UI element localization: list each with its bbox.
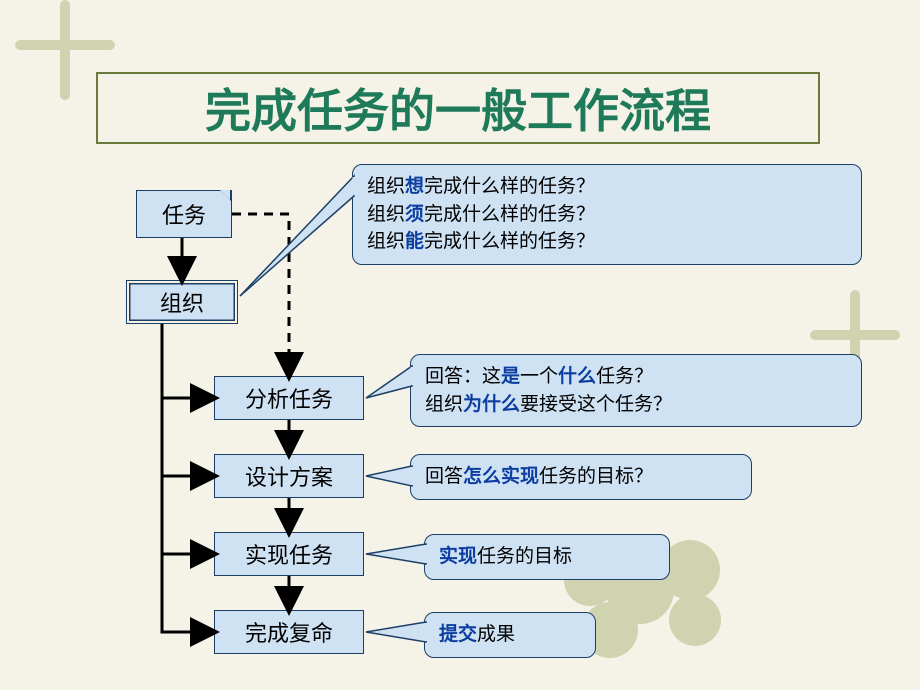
callout-text: 须 (405, 204, 424, 225)
bg-decor-flower (520, 500, 780, 690)
callout-text: 任务的目标 (477, 546, 572, 567)
callout-text: 为什么 (463, 394, 520, 415)
callout-line: 组织须完成什么样的任务？ (367, 201, 847, 229)
callout-text: 组织 (367, 204, 405, 225)
arrow-solid (162, 398, 214, 476)
callout-text: 成果 (477, 624, 515, 645)
callout-c_design: 回答怎么实现任务的目标？ (410, 454, 752, 500)
callout-text: 任务的目标？ (539, 466, 653, 487)
callout-text: 实现 (439, 546, 477, 567)
callout-text: 要接受这个任务？ (520, 394, 672, 415)
node-label: 任务 (162, 198, 206, 230)
node-org: 组织 (126, 280, 238, 324)
callout-text: 组织 (425, 394, 463, 415)
node-label: 组织 (160, 286, 204, 318)
callout-line: 组织能完成什么样的任务？ (367, 228, 847, 256)
callout-text: 回答 (425, 466, 463, 487)
callout-tail-icon (366, 544, 426, 564)
callout-text: 完成什么样的任务？ (424, 176, 595, 197)
callout-tail-icon (366, 366, 412, 398)
node-design: 设计方案 (214, 454, 364, 498)
callout-tail-icon (366, 622, 426, 642)
callout-line: 组织想完成什么样的任务？ (367, 173, 847, 201)
node-label: 完成复命 (245, 616, 333, 648)
slide-title: 完成任务的一般工作流程 (96, 72, 820, 144)
callout-c_analyze: 回答：这是一个什么任务？组织为什么要接受这个任务？ (410, 354, 862, 427)
callout-text: 完成什么样的任务？ (424, 204, 595, 225)
callout-text: 提交 (439, 624, 477, 645)
callout-text: 是 (501, 366, 520, 387)
callout-text: 完成什么样的任务？ (424, 231, 595, 252)
folded-corner-icon (220, 190, 232, 202)
callout-text: 能 (405, 231, 424, 252)
arrow-dashed (232, 214, 289, 376)
callout-tail-icon (366, 466, 412, 486)
arrow-solid (162, 554, 214, 632)
callout-text: 怎么实现 (463, 466, 539, 487)
node-label: 设计方案 (245, 460, 333, 492)
callout-tail-icon (240, 176, 354, 296)
callout-line: 回答怎么实现任务的目标？ (425, 463, 737, 491)
arrow-solid (162, 324, 214, 398)
node-task: 任务 (136, 190, 232, 238)
callout-text: 什么 (558, 366, 596, 387)
callout-text: 回答：这 (425, 366, 501, 387)
node-label: 分析任务 (245, 382, 333, 414)
callout-text: 想 (405, 176, 424, 197)
callout-c_report: 提交成果 (424, 612, 596, 658)
callout-text: 任务？ (596, 366, 653, 387)
callout-line: 实现任务的目标 (439, 543, 655, 571)
callout-text: 组织 (367, 176, 405, 197)
arrow-solid (162, 476, 214, 554)
node-analyze: 分析任务 (214, 376, 364, 420)
callout-text: 一个 (520, 366, 558, 387)
callout-line: 提交成果 (439, 621, 581, 649)
callout-line: 组织为什么要接受这个任务？ (425, 391, 847, 419)
node-impl: 实现任务 (214, 532, 364, 576)
node-label: 实现任务 (245, 538, 333, 570)
node-report: 完成复命 (214, 610, 364, 654)
callout-c_impl: 实现任务的目标 (424, 534, 670, 580)
callout-line: 回答：这是一个什么任务？ (425, 363, 847, 391)
callout-text: 组织 (367, 231, 405, 252)
callout-c_org: 组织想完成什么样的任务？组织须完成什么样的任务？组织能完成什么样的任务？ (352, 164, 862, 265)
